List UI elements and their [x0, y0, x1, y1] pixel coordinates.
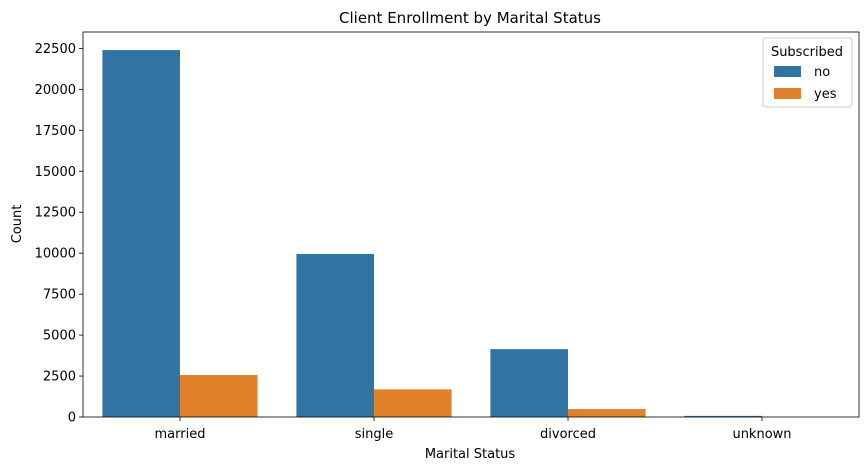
legend-swatch-no	[774, 66, 801, 77]
legend: Subscribed no yes	[762, 37, 853, 108]
bar-yes-single	[374, 389, 452, 417]
bars-group	[102, 50, 762, 418]
x-tick-label-divorced: divorced	[540, 427, 596, 442]
x-axis: married single divorced unknown	[155, 417, 792, 442]
y-tick-label: 7500	[43, 288, 76, 303]
y-axis-label: Count	[10, 205, 25, 244]
legend-title: Subscribed	[771, 45, 843, 60]
y-tick-label: 2500	[43, 370, 76, 385]
y-tick-label: 0	[68, 411, 76, 426]
y-tick-label: 15000	[35, 165, 76, 180]
y-tick-label: 17500	[35, 124, 76, 139]
y-tick-label: 20000	[35, 83, 76, 98]
chart-title: Client Enrollment by Marital Status	[339, 9, 601, 27]
x-tick-label-single: single	[355, 427, 394, 442]
legend-swatch-yes	[774, 88, 801, 99]
x-tick-label-unknown: unknown	[732, 427, 791, 442]
y-tick-label: 22500	[35, 42, 76, 57]
y-tick-label: 5000	[43, 329, 76, 344]
legend-label-no: no	[814, 65, 830, 80]
y-tick-label: 12500	[35, 206, 76, 221]
y-axis: 0 2500 5000 7500 10000 12500 15000 17500 20000 22…	[35, 42, 83, 426]
plot-frame	[82, 31, 860, 418]
y-tick-label: 10000	[35, 247, 76, 262]
bar-no-divorced	[490, 349, 568, 417]
x-tick-label-married: married	[155, 427, 206, 442]
bar-yes-married	[180, 375, 258, 417]
legend-label-yes: yes	[814, 87, 837, 102]
bar-no-unknown	[684, 415, 762, 417]
x-axis-label: Marital Status	[425, 447, 516, 462]
bar-yes-divorced	[568, 409, 646, 417]
bar-no-single	[296, 254, 374, 417]
bar-no-married	[102, 50, 180, 418]
